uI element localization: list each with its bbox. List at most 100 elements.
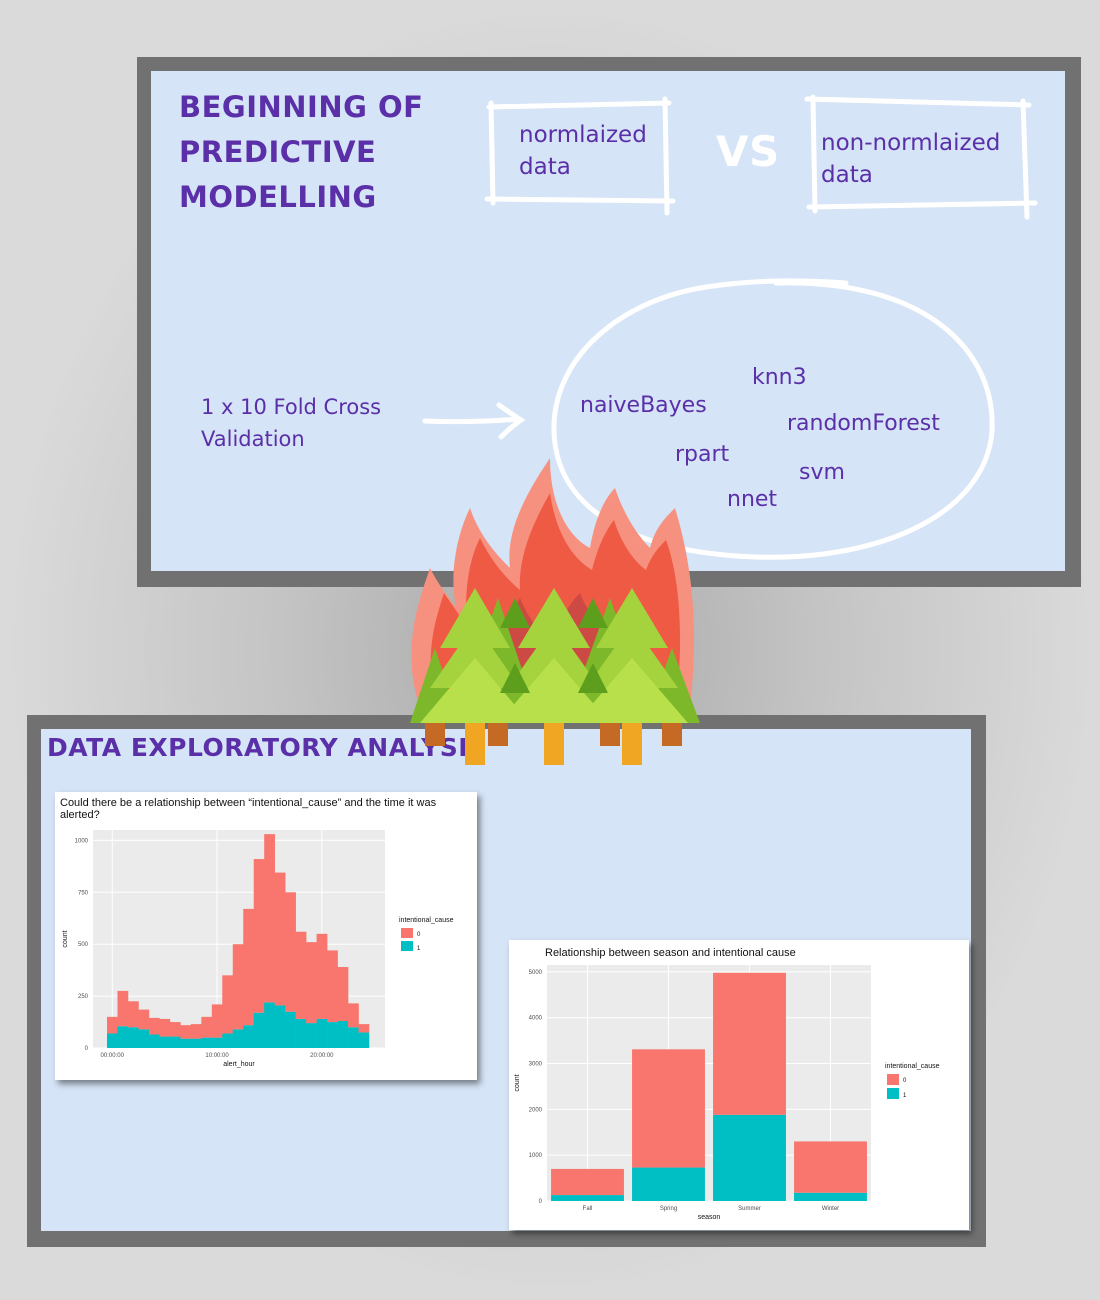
y-tick-label: 2000 bbox=[529, 1107, 543, 1113]
y-tick-label: 0 bbox=[85, 1046, 89, 1052]
title-line-1: BEGINNING OF bbox=[179, 90, 424, 124]
bar-series-0 bbox=[138, 1009, 150, 1030]
y-tick-label: 250 bbox=[78, 994, 89, 1000]
bar-series-0 bbox=[295, 931, 307, 1019]
bar-series-0 bbox=[232, 944, 244, 1030]
x-tick-label: 20:00:00 bbox=[310, 1053, 334, 1059]
bar-series-1 bbox=[117, 1026, 129, 1048]
bar-series-0 bbox=[713, 972, 786, 1115]
y-tick-label: 1000 bbox=[75, 838, 89, 844]
bar-series-1 bbox=[358, 1032, 370, 1048]
bar-series-1 bbox=[295, 1018, 307, 1048]
model-naivebayes: naiveBayes bbox=[580, 393, 707, 418]
bar-series-0 bbox=[180, 1025, 192, 1039]
chart1-title-line-1: Could there be a relationship between “i… bbox=[60, 797, 437, 809]
model-svm: svm bbox=[799, 460, 845, 485]
predictive-modelling-title: BEGINNING OF PREDICTIVE MODELLING bbox=[179, 85, 423, 220]
season-chart-card: Relationship between season and intentio… bbox=[509, 940, 969, 1230]
legend-label-1: 1 bbox=[903, 1093, 907, 1099]
bar-series-0 bbox=[632, 1049, 705, 1168]
trunk bbox=[465, 720, 485, 765]
non-normalized-data-box bbox=[804, 94, 1038, 220]
legend-label-0: 0 bbox=[903, 1078, 907, 1084]
bar-series-0 bbox=[190, 1024, 202, 1039]
normalized-data-label: normlaized data bbox=[519, 119, 647, 183]
bar-series-0 bbox=[337, 967, 349, 1022]
top-slide: BEGINNING OF PREDICTIVE MODELLING normla… bbox=[151, 71, 1065, 571]
season-bar-chart: 0 1000 2000 3000 4000 5000 Fall Spring Summer Win… bbox=[514, 965, 940, 1221]
trunk bbox=[622, 720, 642, 765]
y-tick-label: 3000 bbox=[529, 1062, 543, 1068]
bar-series-0 bbox=[551, 1168, 624, 1196]
bar-series-0 bbox=[348, 1003, 359, 1028]
bar-series-1 bbox=[794, 1192, 867, 1201]
title-line-3: MODELLING bbox=[179, 180, 377, 214]
bar-series-0 bbox=[222, 975, 234, 1034]
trunk bbox=[600, 716, 620, 746]
x-tick-label: Winter bbox=[822, 1206, 839, 1212]
alert-hour-chart-card: Could there be a relationship between “i… bbox=[55, 792, 477, 1080]
bar-series-1 bbox=[127, 1027, 139, 1048]
normalized-line-2: data bbox=[519, 154, 571, 180]
bar-series-1 bbox=[107, 1033, 118, 1048]
x-axis-label: season bbox=[698, 1214, 721, 1221]
bar-series-1 bbox=[264, 1002, 275, 1048]
bar-series-0 bbox=[117, 990, 129, 1027]
bar-series-0 bbox=[285, 892, 296, 1012]
y-tick-label: 750 bbox=[78, 890, 89, 896]
x-tick-label: Fall bbox=[583, 1206, 593, 1212]
bar-series-0 bbox=[274, 872, 286, 1006]
bar-series-1 bbox=[316, 1018, 328, 1048]
bar-series-1 bbox=[348, 1027, 359, 1048]
bar-series-0 bbox=[107, 1016, 118, 1034]
bar-series-0 bbox=[358, 1024, 370, 1033]
bar-series-1 bbox=[211, 1037, 223, 1048]
bar-series-0 bbox=[148, 1017, 160, 1035]
top-slide-frame: BEGINNING OF PREDICTIVE MODELLING normla… bbox=[137, 57, 1081, 587]
vs-label: VS bbox=[716, 127, 780, 176]
legend-swatch-1 bbox=[887, 1088, 899, 1099]
chart2-title: Relationship between season and intentio… bbox=[545, 947, 796, 959]
y-tick-label: 500 bbox=[78, 942, 89, 948]
data-exploratory-analysis-title: DATA EXPLORATORY ANALYSIS bbox=[47, 733, 487, 762]
y-tick-label: 5000 bbox=[529, 970, 543, 976]
model-rpart: rpart bbox=[675, 442, 730, 467]
arrow-icon bbox=[422, 402, 526, 440]
cv-line-2: Validation bbox=[201, 427, 305, 451]
bar-series-1 bbox=[201, 1037, 213, 1048]
bar-series-1 bbox=[337, 1021, 349, 1048]
non-normalized-line-1: non-normlaized bbox=[821, 130, 1001, 156]
legend-swatch-0 bbox=[887, 1074, 899, 1085]
legend-title: intentional_cause bbox=[399, 917, 454, 924]
bar-series-1 bbox=[138, 1029, 150, 1048]
y-tick-label: 1000 bbox=[529, 1153, 543, 1159]
x-axis-label: alert_hour bbox=[223, 1061, 255, 1068]
forest-fire-icon bbox=[410, 458, 700, 765]
legend-swatch-0 bbox=[401, 928, 413, 938]
y-axis-label: count bbox=[514, 1074, 521, 1091]
normalized-data-box bbox=[484, 96, 676, 216]
bar-series-1 bbox=[190, 1038, 202, 1048]
non-normalized-line-2: data bbox=[821, 162, 873, 188]
bar-series-0 bbox=[264, 834, 275, 1003]
bar-series-0 bbox=[794, 1141, 867, 1193]
y-tick-label: 4000 bbox=[529, 1016, 543, 1022]
bar-series-1 bbox=[306, 1023, 317, 1048]
legend-swatch-1 bbox=[401, 941, 413, 951]
bar-series-1 bbox=[222, 1033, 234, 1048]
bar-series-1 bbox=[274, 1005, 286, 1048]
bar-series-0 bbox=[127, 1001, 139, 1028]
bar-series-1 bbox=[243, 1025, 255, 1048]
bar-series-1 bbox=[169, 1036, 181, 1048]
x-tick-label: 00:00:00 bbox=[101, 1053, 125, 1059]
normalized-line-1: normlaized bbox=[519, 122, 647, 148]
chart1-title: Could there be a relationship between “i… bbox=[60, 797, 475, 821]
bar-series-0 bbox=[211, 1004, 223, 1038]
x-tick-label: Summer bbox=[738, 1206, 761, 1212]
bar-series-0 bbox=[327, 950, 338, 1023]
cv-line-1: 1 x 10 Fold Cross bbox=[201, 395, 382, 419]
bar-series-1 bbox=[232, 1029, 244, 1048]
front-trees bbox=[420, 588, 688, 723]
y-tick-label: 0 bbox=[539, 1199, 543, 1205]
model-knn3: knn3 bbox=[752, 365, 807, 390]
